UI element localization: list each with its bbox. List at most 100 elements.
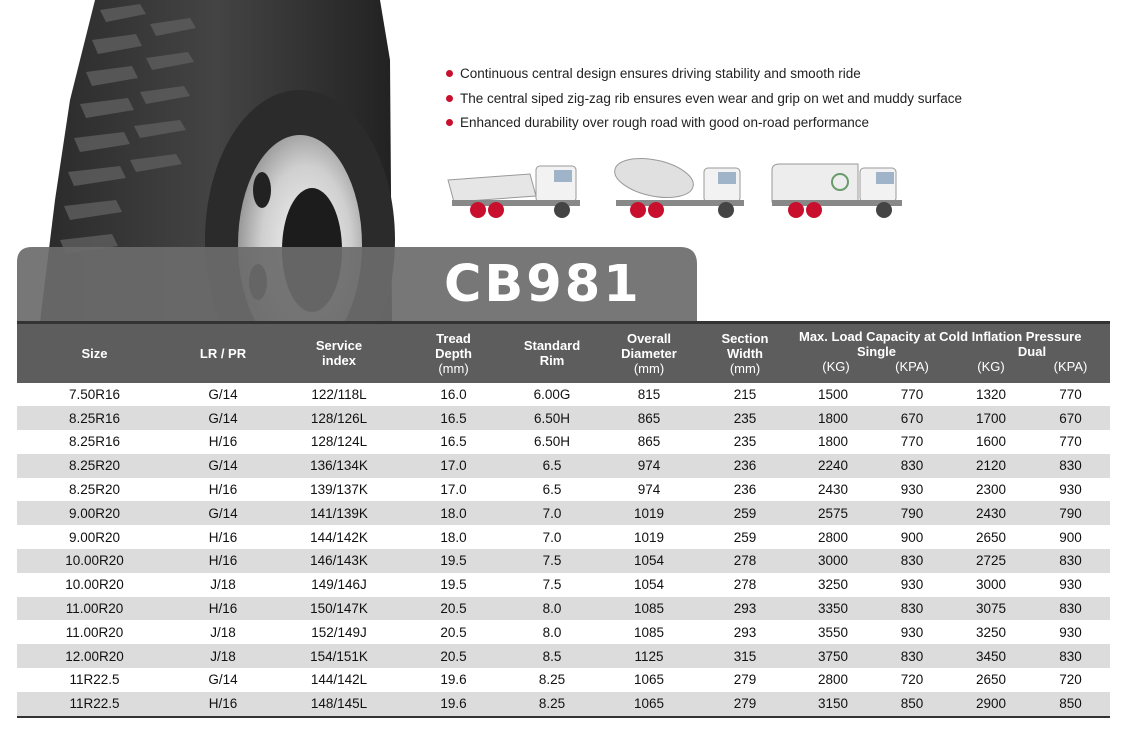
cell-single-pressure-kpa: 930 (873, 620, 951, 645)
cell-lr-pr: G/14 (172, 453, 274, 478)
cell-dual-pressure-kpa: 930 (1031, 477, 1110, 502)
table-row: 8.25R16 H/16 128/124L 16.5 6.50H 865 235 1800 77… (17, 430, 1110, 454)
cell-single-pressure-kpa: 850 (873, 691, 951, 717)
cell-standard-rim: 6.50H (503, 406, 601, 431)
cell-tread-depth: 19.6 (404, 691, 503, 717)
table-row: 8.25R20 H/16 139/137K 17.0 6.5 974 236 2430 930 2… (17, 477, 1110, 502)
feature-list: Continuous central design ensures drivin… (446, 64, 962, 138)
table-row: 11.00R20 H/16 150/147K 20.5 8.0 1085 293 3350 83… (17, 596, 1110, 621)
cell-single-pressure-kpa: 770 (873, 430, 951, 454)
cell-single-pressure-kpa: 930 (873, 572, 951, 597)
cell-single-load-kg: 3550 (793, 620, 873, 645)
table-row: 10.00R20 J/18 149/146J 19.5 7.5 1054 278 3250 93… (17, 572, 1110, 597)
col-service-index: Service index (274, 322, 404, 383)
cell-tread-depth: 19.6 (404, 668, 503, 692)
cell-dual-pressure-kpa: 830 (1031, 549, 1110, 573)
table-row: 7.50R16 G/14 122/118L 16.0 6.00G 815 215 1500 77… (17, 382, 1110, 407)
cell-section-width: 279 (697, 691, 793, 717)
cell-dual-pressure-kpa: 770 (1031, 430, 1110, 454)
cell-section-width: 278 (697, 572, 793, 597)
cell-overall-diameter: 1065 (601, 691, 697, 717)
cell-overall-diameter: 865 (601, 406, 697, 431)
feature-text: The central siped zig-zag rib ensures ev… (460, 90, 963, 106)
cell-lr-pr: H/16 (172, 596, 274, 621)
cell-single-pressure-kpa: 830 (873, 596, 951, 621)
cell-single-load-kg: 3150 (793, 691, 873, 717)
cell-dual-load-kg: 2650 (951, 668, 1031, 692)
concrete-mixer-truck-icon (614, 158, 744, 218)
col-standard-rim: Standard Rim (503, 322, 601, 383)
cell-single-load-kg: 2800 (793, 668, 873, 692)
cell-standard-rim: 6.5 (503, 453, 601, 478)
col-load-capacity: Max. Load Capacity at Cold Inflation Pre… (793, 322, 1110, 383)
table-row: 9.00R20 G/14 141/139K 18.0 7.0 1019 259 2575 790… (17, 501, 1110, 526)
cell-size: 7.50R16 (17, 382, 172, 407)
cell-section-width: 235 (697, 430, 793, 454)
cell-size: 11R22.5 (17, 668, 172, 692)
feature-item: The central siped zig-zag rib ensures ev… (446, 89, 962, 114)
col-section-width: Section Width (mm) (697, 322, 793, 383)
table-row: 11.00R20 J/18 152/149J 20.5 8.0 1085 293 3550 93… (17, 620, 1110, 645)
cell-tread-depth: 16.5 (404, 430, 503, 454)
cell-dual-pressure-kpa: 900 (1031, 525, 1110, 550)
cell-overall-diameter: 974 (601, 453, 697, 478)
cell-standard-rim: 6.5 (503, 477, 601, 502)
tread-depth-unit: (mm) (438, 360, 469, 376)
cell-size: 10.00R20 (17, 549, 172, 573)
feature-text: Enhanced durability over rough road with… (460, 115, 870, 130)
cell-single-pressure-kpa: 670 (873, 406, 951, 431)
cell-standard-rim: 8.0 (503, 620, 601, 645)
cell-size: 8.25R16 (17, 406, 172, 431)
cell-dual-load-kg: 2725 (951, 549, 1031, 573)
cell-section-width: 278 (697, 549, 793, 573)
cell-section-width: 279 (697, 668, 793, 692)
cell-dual-pressure-kpa: 830 (1031, 453, 1110, 478)
table-row: 9.00R20 H/16 144/142K 18.0 7.0 1019 259 2800 900… (17, 525, 1110, 550)
feature-item: Enhanced durability over rough road with… (446, 113, 962, 138)
cell-standard-rim: 8.0 (503, 596, 601, 621)
cell-lr-pr: G/14 (172, 668, 274, 692)
cell-overall-diameter: 1125 (601, 644, 697, 669)
cell-service-index: 128/126L (274, 406, 404, 431)
cell-dual-load-kg: 2650 (951, 525, 1031, 550)
feature-item: Continuous central design ensures drivin… (446, 64, 962, 89)
cell-section-width: 259 (697, 525, 793, 550)
cell-service-index: 144/142K (274, 525, 404, 550)
single-kpa-unit: (KPA) (895, 359, 929, 374)
cell-single-load-kg: 3250 (793, 572, 873, 597)
cell-tread-depth: 16.0 (404, 382, 503, 407)
cell-lr-pr: G/14 (172, 382, 274, 407)
cell-lr-pr: H/16 (172, 477, 274, 502)
cell-single-pressure-kpa: 770 (873, 382, 951, 407)
col-lr-pr: LR / PR (172, 322, 274, 383)
cell-standard-rim: 6.00G (503, 382, 601, 407)
table-row: 11R22.5 G/14 144/142L 19.6 8.25 1065 279 2800 72… (17, 668, 1110, 692)
cell-tread-depth: 17.0 (404, 477, 503, 502)
cell-lr-pr: H/16 (172, 525, 274, 550)
cell-single-pressure-kpa: 830 (873, 549, 951, 573)
cell-dual-load-kg: 3075 (951, 596, 1031, 621)
cell-single-load-kg: 2240 (793, 453, 873, 478)
cell-tread-depth: 20.5 (404, 644, 503, 669)
cell-standard-rim: 8.25 (503, 691, 601, 717)
cell-size: 11.00R20 (17, 620, 172, 645)
cell-overall-diameter: 1065 (601, 668, 697, 692)
bullet-icon (446, 70, 453, 77)
cell-standard-rim: 7.5 (503, 549, 601, 573)
single-label: Single (857, 344, 897, 359)
cell-dual-pressure-kpa: 930 (1031, 620, 1110, 645)
bullet-icon (446, 119, 453, 126)
cell-single-load-kg: 1800 (793, 430, 873, 454)
cell-service-index: 141/139K (274, 501, 404, 526)
model-name: CB981 (444, 255, 642, 314)
cell-service-index: 122/118L (274, 382, 404, 407)
cell-overall-diameter: 974 (601, 477, 697, 502)
cell-size: 9.00R20 (17, 501, 172, 526)
cell-single-load-kg: 3000 (793, 549, 873, 573)
cell-size: 10.00R20 (17, 572, 172, 597)
cell-standard-rim: 7.0 (503, 501, 601, 526)
cell-overall-diameter: 1085 (601, 596, 697, 621)
cell-single-load-kg: 2575 (793, 501, 873, 526)
cell-tread-depth: 19.5 (404, 572, 503, 597)
cell-overall-diameter: 1019 (601, 501, 697, 526)
